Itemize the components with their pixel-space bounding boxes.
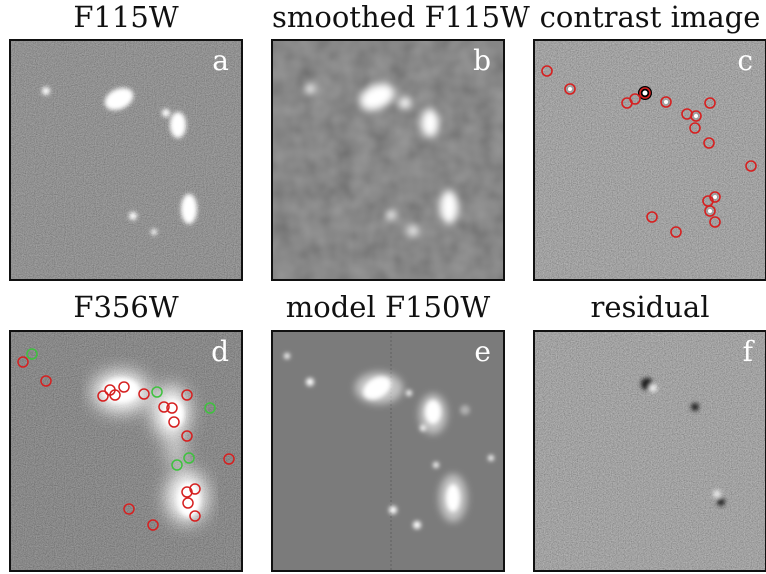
panel-letter-a: a xyxy=(212,44,229,77)
panel-letter-c: c xyxy=(737,44,753,77)
panel-d-image: d xyxy=(9,330,243,572)
panel-e-image: e xyxy=(271,330,505,572)
panel-c-image: c xyxy=(533,39,766,281)
title-b: smoothed F115W xyxy=(272,0,530,34)
detected-sources xyxy=(17,348,235,531)
title-e: model F150W xyxy=(285,290,491,324)
panel-b-image: b xyxy=(271,39,505,281)
title-c: contrast image xyxy=(539,0,761,34)
panel-a-image: a xyxy=(9,39,243,281)
contrast-sources xyxy=(541,65,757,238)
panel-letter-b: b xyxy=(473,44,491,77)
panel-f-image: f xyxy=(533,330,766,572)
panel-letter-f: f xyxy=(742,335,753,368)
panel-letter-d: d xyxy=(211,335,229,368)
title-d: F356W xyxy=(73,290,179,324)
title-f: residual xyxy=(590,290,710,324)
panel-letter-e: e xyxy=(474,335,491,368)
title-a: F115W xyxy=(73,0,179,34)
